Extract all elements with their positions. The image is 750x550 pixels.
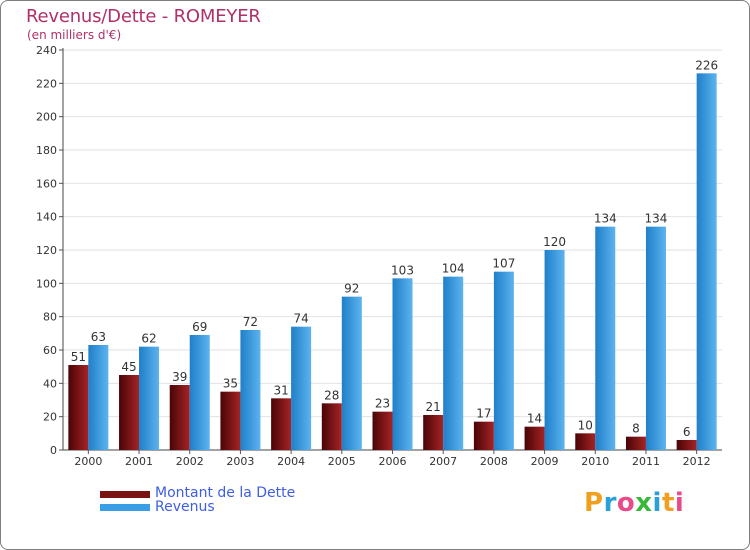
value-label-revenus: 226 — [695, 58, 718, 72]
legend-swatch-revenus — [100, 504, 150, 511]
bar-dette — [676, 440, 697, 450]
x-tick-label: 2001 — [125, 455, 153, 468]
x-tick-label: 2003 — [226, 455, 254, 468]
value-label-dette: 8 — [632, 422, 640, 436]
proxiti-logo[interactable]: Proxiti — [584, 488, 684, 518]
bar-revenus — [189, 335, 210, 450]
bar-revenus — [544, 250, 565, 450]
x-tick-label: 2004 — [277, 455, 305, 468]
x-tick-label: 2000 — [74, 455, 102, 468]
bar-revenus — [595, 226, 616, 450]
x-tick-label: 2002 — [176, 455, 204, 468]
y-tick-label: 200 — [36, 111, 57, 124]
x-tick-label: 2010 — [581, 455, 609, 468]
bar-dette — [473, 421, 494, 450]
logo-letter: x — [635, 488, 653, 518]
value-label-dette: 31 — [273, 383, 288, 397]
x-tick-label: 2012 — [683, 455, 711, 468]
bar-dette — [423, 415, 444, 450]
y-tick-label: 160 — [36, 177, 57, 190]
value-label-revenus: 103 — [391, 263, 414, 277]
bar-dette — [169, 385, 190, 450]
bar-revenus — [341, 296, 362, 450]
x-tick-label: 2011 — [632, 455, 660, 468]
y-tick-label: 40 — [43, 377, 57, 390]
x-tick-label: 2007 — [429, 455, 457, 468]
chart-title: Revenus/Dette - ROMEYER — [26, 6, 261, 27]
bar-dette — [372, 411, 393, 450]
y-tick-label: 140 — [36, 211, 57, 224]
value-label-revenus: 134 — [645, 212, 668, 226]
bar-dette — [321, 403, 342, 450]
value-label-dette: 35 — [223, 377, 238, 391]
value-label-dette: 39 — [172, 370, 187, 384]
bar-revenus — [139, 346, 160, 450]
legend-label-revenus: Revenus — [155, 499, 215, 515]
bar-dette — [68, 365, 89, 450]
y-tick-label: 220 — [36, 77, 57, 90]
value-label-revenus: 107 — [492, 257, 515, 271]
bar-revenus — [88, 345, 109, 450]
logo-letter: i — [652, 488, 662, 518]
x-tick-label: 2008 — [480, 455, 508, 468]
bar-revenus — [493, 271, 514, 450]
bar-dette — [524, 426, 545, 450]
bar-revenus — [443, 276, 464, 450]
logo-letter: o — [616, 488, 636, 518]
bar-revenus — [696, 73, 717, 450]
value-label-revenus: 69 — [192, 320, 207, 334]
bar-dette — [575, 433, 596, 450]
bar-revenus — [291, 326, 312, 450]
y-tick-label: 120 — [36, 244, 57, 257]
value-label-revenus: 120 — [543, 235, 566, 249]
bar-dette — [625, 436, 646, 450]
bar-revenus — [645, 226, 666, 450]
y-tick-label: 0 — [50, 444, 57, 457]
logo-letter: i — [674, 488, 685, 518]
value-label-revenus: 72 — [243, 315, 258, 329]
value-label-revenus: 134 — [594, 212, 617, 226]
value-label-dette: 14 — [527, 412, 542, 426]
value-label-revenus: 92 — [344, 282, 359, 296]
logo-letter: r — [603, 488, 617, 518]
bar-dette — [220, 391, 241, 450]
value-label-dette: 28 — [324, 388, 339, 402]
value-label-revenus: 104 — [442, 262, 465, 276]
y-tick-label: 20 — [43, 411, 57, 424]
bar-revenus — [392, 278, 413, 450]
y-tick-label: 240 — [36, 44, 57, 57]
value-label-revenus: 74 — [293, 312, 308, 326]
bar-dette — [271, 398, 292, 450]
legend-swatch-dette — [100, 491, 150, 498]
value-label-dette: 23 — [375, 397, 390, 411]
x-tick-label: 2009 — [531, 455, 559, 468]
x-tick-label: 2005 — [328, 455, 356, 468]
value-label-dette: 6 — [683, 425, 691, 439]
value-label-dette: 51 — [71, 350, 86, 364]
value-label-revenus: 62 — [141, 332, 156, 346]
bar-revenus — [240, 330, 261, 450]
chart-subtitle: (en milliers d'€) — [27, 28, 122, 42]
logo-letter: P — [584, 488, 604, 518]
value-label-dette: 10 — [578, 418, 593, 432]
value-label-dette: 17 — [476, 407, 491, 421]
value-label-revenus: 63 — [91, 330, 106, 344]
x-tick-label: 2006 — [379, 455, 407, 468]
logo-letter: t — [661, 488, 675, 518]
y-tick-label: 100 — [36, 277, 57, 290]
y-tick-label: 60 — [43, 344, 57, 357]
bar-dette — [119, 375, 140, 450]
y-tick-label: 80 — [43, 311, 57, 324]
legend-label-dette: Montant de la Dette — [155, 485, 296, 501]
value-label-dette: 21 — [426, 400, 441, 414]
y-tick-label: 180 — [36, 144, 57, 157]
value-label-dette: 45 — [121, 360, 136, 374]
